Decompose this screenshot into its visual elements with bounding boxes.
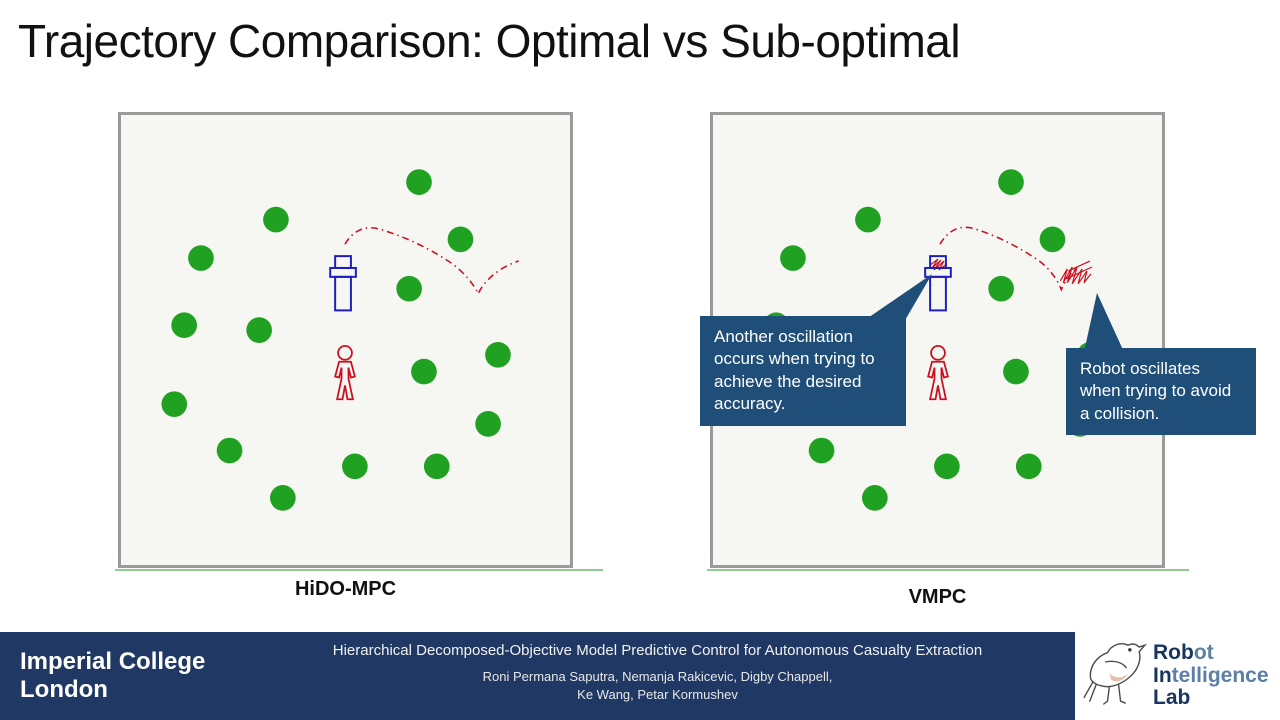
footer-bar: Imperial College London Hierarchical Dec… bbox=[0, 632, 1280, 720]
obstacle-dot bbox=[1015, 453, 1042, 480]
callout-oscillation-accuracy: Another oscillation occurs when trying t… bbox=[700, 316, 906, 426]
robot-trajectory bbox=[344, 226, 519, 296]
obstacle-dot bbox=[406, 169, 432, 195]
panel-label-hido-mpc: HiDO-MPC bbox=[294, 578, 397, 600]
obstacle-dot bbox=[475, 411, 501, 437]
table-edge-line-right bbox=[707, 569, 1189, 571]
footer-center: Hierarchical Decomposed-Objective Model … bbox=[250, 642, 1065, 703]
obstacle-dot bbox=[447, 226, 474, 253]
simulation-panel-hido-mpc bbox=[118, 112, 573, 568]
authors-line-1: Roni Permana Saputra, Nemanja Rakicevic,… bbox=[482, 669, 833, 684]
panel-label-vmpc: VMPC bbox=[908, 586, 967, 608]
robot-figure bbox=[329, 255, 357, 312]
obstacle-dot bbox=[862, 485, 888, 511]
bird-icon bbox=[1083, 643, 1147, 705]
robot-intelligence-lab-logo: Robot Intelligence Lab bbox=[1075, 632, 1280, 720]
panel-canvas-hido-mpc bbox=[161, 169, 519, 511]
obstacle-dot bbox=[998, 169, 1024, 195]
lab-wordmark: Robot Intelligence Lab bbox=[1153, 640, 1269, 710]
obstacle-dot bbox=[263, 206, 289, 233]
table-edge-line-left bbox=[115, 569, 603, 571]
obstacle-dot bbox=[485, 341, 511, 368]
oscillation-scribble bbox=[1066, 260, 1093, 280]
obstacle-dot bbox=[171, 312, 197, 339]
obstacle-dot bbox=[396, 275, 422, 302]
obstacle-dot bbox=[988, 275, 1014, 302]
obstacle-dot bbox=[780, 245, 806, 271]
obstacle-dot bbox=[270, 485, 296, 511]
obstacle-dot bbox=[342, 453, 368, 480]
imperial-college-line2: London bbox=[20, 675, 108, 703]
obstacle-dot bbox=[1003, 358, 1029, 385]
imperial-college-line1: Imperial College bbox=[20, 648, 206, 675]
callout-oscillation-collision: Robot oscillates when trying to avoid a … bbox=[1066, 348, 1256, 436]
casualty-figure bbox=[927, 345, 949, 401]
obstacle-dot bbox=[246, 317, 272, 343]
obstacle-dot bbox=[1039, 226, 1066, 253]
obstacle-dot bbox=[855, 206, 881, 233]
imperial-college-logo: Imperial College London bbox=[20, 648, 205, 703]
obstacle-dot bbox=[808, 437, 835, 464]
obstacle-dot bbox=[188, 245, 214, 271]
authors-line-2: Ke Wang, Petar Kormushev bbox=[577, 686, 738, 702]
obstacle-dot bbox=[423, 453, 450, 480]
obstacle-dot bbox=[161, 391, 188, 417]
casualty-figure bbox=[334, 345, 356, 401]
obstacle-dot bbox=[411, 358, 437, 385]
obstacle-dot bbox=[934, 453, 960, 480]
paper-title: Hierarchical Decomposed-Objective Model … bbox=[332, 642, 983, 659]
page-title: Trajectory Comparison: Optimal vs Sub-op… bbox=[18, 15, 961, 67]
robot-trajectory bbox=[939, 226, 1076, 292]
obstacle-dot bbox=[216, 437, 243, 464]
